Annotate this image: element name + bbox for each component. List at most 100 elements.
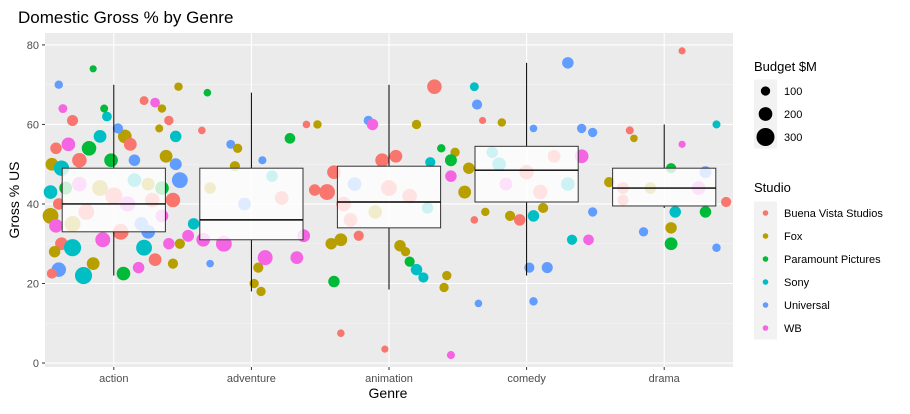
data-point: [72, 152, 87, 168]
data-point: [169, 130, 182, 143]
data-point: [381, 345, 389, 353]
data-point: [165, 192, 181, 208]
size-legend-symbol: [758, 107, 773, 121]
box-animation: [336, 165, 442, 229]
data-point: [375, 153, 389, 168]
data-point: [471, 99, 483, 110]
data-point: [74, 266, 93, 285]
data-point: [313, 120, 322, 129]
data-point: [458, 185, 472, 199]
data-point: [513, 214, 526, 226]
y-tick-label: 60: [27, 119, 39, 131]
color-legend-label: Buena Vista Studios: [784, 208, 883, 220]
color-legend-label: Universal: [784, 300, 830, 312]
size-legend: Budget $M 100 200 300: [754, 59, 817, 149]
data-point: [50, 142, 62, 155]
color-legend-label: Sony: [784, 277, 810, 289]
data-point: [444, 154, 457, 167]
data-point: [334, 233, 348, 247]
data-point: [136, 239, 152, 256]
color-legend-title: Studio: [754, 180, 791, 195]
data-point: [253, 262, 264, 273]
data-point: [174, 238, 185, 249]
data-point: [61, 137, 76, 152]
data-point: [48, 245, 61, 258]
data-point: [290, 251, 304, 265]
data-point: [721, 196, 732, 208]
data-point: [325, 237, 337, 250]
data-point: [112, 123, 124, 134]
data-point: [529, 124, 538, 133]
data-point: [206, 259, 214, 268]
data-point: [474, 299, 483, 308]
color-legend-label: Paramount Pictures: [784, 254, 881, 266]
data-point: [625, 126, 634, 135]
data-point: [302, 120, 311, 129]
data-point: [427, 79, 442, 94]
data-point: [139, 96, 149, 106]
data-point: [258, 156, 267, 165]
data-point: [167, 258, 179, 269]
y-tick-label: 20: [27, 279, 39, 291]
data-point: [203, 88, 212, 97]
color-legend-symbol: [762, 233, 769, 239]
data-point: [58, 104, 68, 113]
data-point: [116, 266, 131, 281]
x-axis-title: Genre: [369, 385, 408, 401]
data-point: [529, 297, 538, 306]
data-point: [86, 257, 100, 271]
data-point: [169, 158, 182, 171]
data-point: [328, 275, 340, 288]
data-point: [43, 185, 58, 199]
data-point: [132, 261, 145, 274]
data-point: [604, 177, 615, 188]
data-point: [527, 210, 540, 222]
data-point: [66, 114, 79, 127]
x-axis: action adventure animation comedy drama: [99, 367, 681, 385]
data-point: [319, 184, 335, 200]
y-tick-label: 0: [33, 358, 39, 370]
box-drama: [612, 167, 717, 207]
data-point: [541, 262, 553, 274]
data-point: [669, 206, 681, 218]
color-legend-label: WB: [784, 323, 802, 335]
data-point: [182, 229, 195, 242]
data-point: [678, 140, 686, 148]
data-point: [89, 65, 97, 73]
color-legend-symbol: [762, 302, 769, 308]
data-point: [478, 116, 487, 125]
size-legend-symbol: [760, 86, 771, 96]
x-tick-label: action: [99, 373, 128, 385]
data-point: [81, 141, 97, 156]
data-point: [418, 272, 429, 283]
data-point: [49, 219, 63, 233]
data-point: [128, 154, 141, 166]
data-point: [442, 270, 452, 281]
data-point: [469, 82, 479, 92]
data-point: [389, 149, 403, 163]
color-legend-symbol: [762, 279, 769, 285]
data-point: [148, 253, 162, 267]
y-axis: 0 20 40 60 80: [27, 40, 45, 370]
data-point: [54, 80, 63, 89]
color-legend-symbol: [762, 210, 769, 216]
data-point: [46, 268, 57, 279]
data-point: [102, 111, 112, 122]
data-point: [425, 157, 436, 168]
data-point: [562, 57, 574, 69]
data-point: [538, 202, 549, 214]
data-point: [699, 206, 712, 218]
data-point: [100, 104, 109, 113]
data-point: [157, 104, 167, 113]
data-point: [664, 237, 678, 251]
size-legend-label: 300: [784, 132, 802, 144]
data-point: [446, 351, 455, 360]
data-point: [159, 149, 173, 163]
x-tick-label: drama: [649, 373, 681, 385]
data-point: [150, 97, 160, 108]
data-point: [174, 82, 183, 91]
data-point: [226, 139, 236, 149]
data-point: [337, 329, 345, 338]
